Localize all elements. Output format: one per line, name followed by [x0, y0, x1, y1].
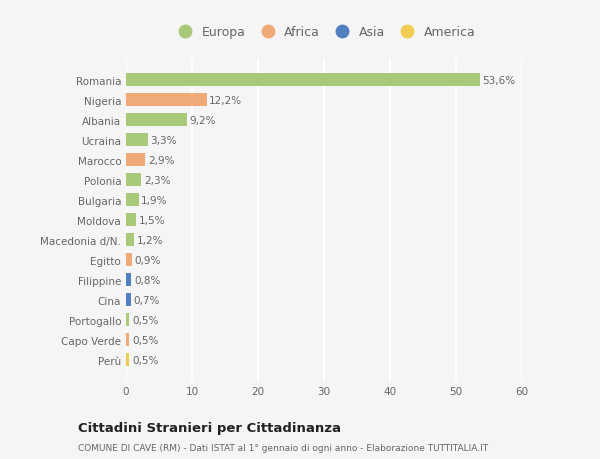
Bar	[126, 154, 145, 167]
Bar	[126, 134, 148, 147]
Bar	[126, 174, 141, 187]
Bar	[126, 353, 130, 366]
Bar	[126, 114, 187, 127]
Bar	[126, 94, 206, 107]
Text: 0,5%: 0,5%	[132, 315, 158, 325]
Text: 2,9%: 2,9%	[148, 156, 174, 166]
Text: Cittadini Stranieri per Cittadinanza: Cittadini Stranieri per Cittadinanza	[78, 421, 341, 434]
Text: 0,5%: 0,5%	[132, 335, 158, 345]
Text: 12,2%: 12,2%	[209, 96, 242, 106]
Text: 3,3%: 3,3%	[151, 135, 177, 146]
Text: 9,2%: 9,2%	[190, 116, 216, 126]
Text: 0,8%: 0,8%	[134, 275, 160, 285]
Text: 0,7%: 0,7%	[133, 295, 160, 305]
Text: 53,6%: 53,6%	[482, 76, 515, 86]
Bar	[126, 74, 480, 87]
Legend: Europa, Africa, Asia, America: Europa, Africa, Asia, America	[167, 21, 481, 44]
Text: 2,3%: 2,3%	[144, 175, 170, 185]
Text: 0,5%: 0,5%	[132, 355, 158, 365]
Text: 0,9%: 0,9%	[134, 255, 161, 265]
Text: COMUNE DI CAVE (RM) - Dati ISTAT al 1° gennaio di ogni anno - Elaborazione TUTTI: COMUNE DI CAVE (RM) - Dati ISTAT al 1° g…	[78, 443, 488, 452]
Bar	[126, 334, 130, 347]
Bar	[126, 274, 131, 286]
Bar	[126, 294, 131, 307]
Bar	[126, 214, 136, 227]
Bar	[126, 254, 132, 267]
Text: 1,9%: 1,9%	[141, 196, 167, 205]
Text: 1,2%: 1,2%	[137, 235, 163, 245]
Bar	[126, 313, 130, 326]
Text: 1,5%: 1,5%	[139, 215, 165, 225]
Bar	[126, 194, 139, 207]
Bar	[126, 234, 134, 247]
